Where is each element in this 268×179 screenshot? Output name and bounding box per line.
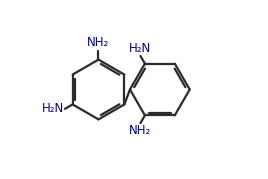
- Text: H₂N: H₂N: [42, 102, 64, 115]
- Text: NH₂: NH₂: [129, 124, 152, 137]
- Text: NH₂: NH₂: [87, 37, 110, 49]
- Text: H₂N: H₂N: [129, 42, 152, 55]
